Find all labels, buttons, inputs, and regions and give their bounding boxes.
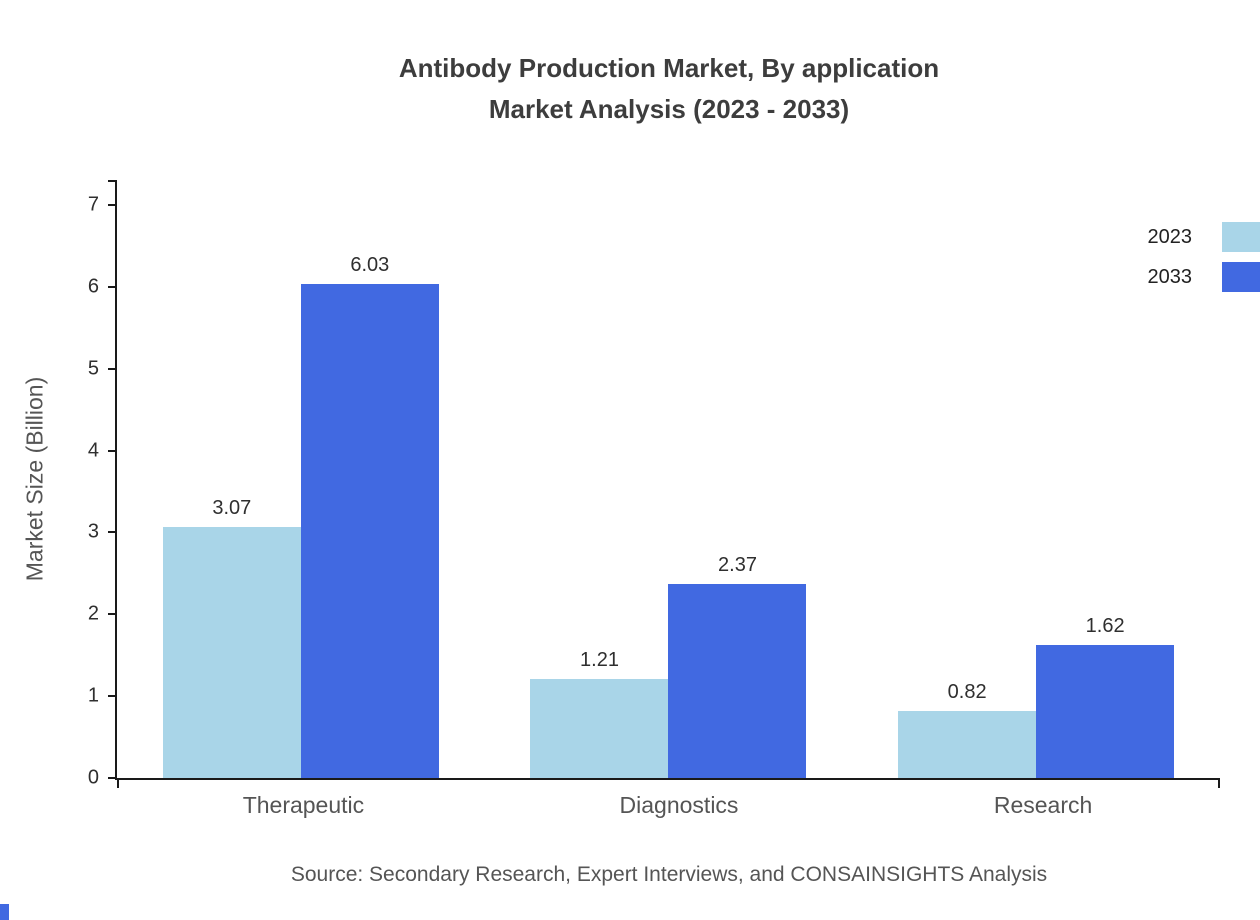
axis-end-tick [108,180,117,182]
bar-value-label-2033-diagnostics: 2.37 [718,554,757,576]
legend-swatch-2023 [1222,222,1260,252]
legend-item-2033: 2033 [1148,262,1260,292]
y-tick-mark [108,695,117,698]
bar-col-2023-therapeutic: 3.07 [162,496,301,778]
y-tick-label: 3 [87,520,99,543]
bar-value-label-2033-research: 1.62 [1085,615,1125,638]
x-axis-label-research: Research [993,792,1093,818]
bar-col-2023-diagnostics: 1.21 [530,648,669,778]
y-tick-label: 0 [87,766,99,789]
y-tick-label: 6 [87,275,99,298]
bar-group-research: 0.82 1.62 [898,615,1175,778]
chart-title-line-2: Market Analysis (2023 - 2033) [488,94,850,124]
y-tick-label: 7 [87,193,99,216]
legend-item-2023: 2023 [1148,222,1260,252]
plot-area: Market Size (Billion) 0 1 2 3 4 5 6 7 3.07 6.03 1… [22,180,1220,789]
y-tick-mark [108,777,117,779]
bar-col-2023-research: 0.82 [898,680,1037,778]
y-tick-label: 4 [87,439,99,462]
y-axis-title: Market Size (Billion) [21,376,48,582]
legend-swatch-2033 [1222,262,1260,292]
bar-value-label-2023-diagnostics: 1.21 [580,648,619,671]
bar-col-2033-research: 1.62 [1036,615,1175,778]
x-axis-label-therapeutic: Therapeutic [242,792,365,818]
x-axis-label-diagnostics: Diagnostics [619,792,739,818]
y-tick-mark [108,367,117,370]
chart-title-line-1: Antibody Production Market, By applicati… [398,53,940,83]
y-tick-mark [108,285,117,288]
axis-end-tick [117,778,119,788]
axis-end-tick [1218,778,1220,788]
x-labels-row: Therapeutic Diagnostics Research [115,792,1220,819]
bar-2033-therapeutic [300,284,439,778]
y-tick-mark [108,531,117,534]
bar-2023-diagnostics [530,678,669,778]
source-attribution: Source: Secondary Research, Expert Inter… [290,863,1048,886]
y-tick-mark [108,204,117,206]
legend-label-2023: 2023 [1147,225,1193,248]
y-tick-label: 5 [87,357,99,380]
bar-2033-research [1036,645,1175,778]
bar-group-diagnostics: 1.21 2.37 [530,554,807,778]
legend-label-2033: 2033 [1147,265,1193,288]
legend: 2023 2033 [1148,222,1260,292]
y-tick-label: 1 [87,684,99,707]
bar-value-label-2023-therapeutic: 3.07 [212,496,252,519]
bar-col-2033-therapeutic: 6.03 [300,254,439,778]
bar-2033-diagnostics [668,584,807,778]
bar-2023-therapeutic [162,526,301,778]
bar-value-label-2023-research: 0.82 [947,680,987,703]
bar-group-therapeutic: 3.07 6.03 [162,254,439,778]
bar-col-2033-diagnostics: 2.37 [668,554,807,778]
corner-mark [0,904,9,920]
bar-2023-research [898,710,1037,778]
bars-row: 3.07 6.03 1.21 2.37 0.82 1.62 [117,180,1220,778]
y-tick-mark [108,613,117,616]
y-tick-mark [108,449,117,452]
y-tick-label: 2 [87,602,99,625]
bar-value-label-2033-therapeutic: 6.03 [350,254,390,277]
chart-title: Antibody Production Market, By applicati… [0,0,1260,130]
